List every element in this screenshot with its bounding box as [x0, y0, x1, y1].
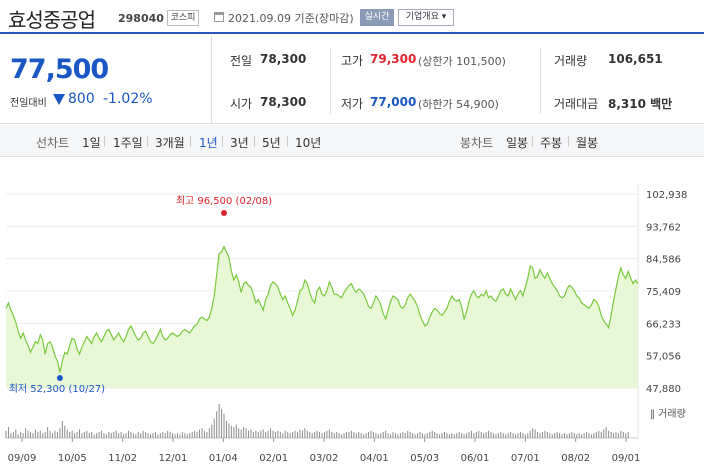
- candle-daily[interactable]: 일봉: [506, 136, 529, 150]
- x-tick-label: 10/05: [58, 453, 87, 464]
- divider: [222, 136, 223, 147]
- period-10y[interactable]: 10년: [295, 136, 322, 150]
- period-3m[interactable]: 3개월: [155, 136, 185, 150]
- low-value: 77,000: [370, 95, 417, 109]
- volume-label: 거래량: [554, 54, 588, 68]
- divider: [532, 136, 533, 147]
- x-tick-label: 01/04: [209, 453, 238, 464]
- divider: [104, 136, 105, 147]
- period-1w[interactable]: 1주일: [113, 136, 143, 150]
- x-tick-label: 09/01: [612, 453, 641, 464]
- current-price-box: 77,500 전일대비 800 -1.02%: [0, 36, 212, 124]
- y-tick-label: 93,762: [646, 222, 681, 233]
- x-tick-label: 11/02: [108, 453, 137, 464]
- trade-amount-value: 8,310 백만: [608, 97, 673, 111]
- y-tick-label: 75,409: [646, 287, 681, 298]
- x-tick-label: 04/01: [360, 453, 389, 464]
- x-tick-label: 07/01: [511, 453, 540, 464]
- period-5y[interactable]: 5년: [262, 136, 281, 150]
- divider: [540, 48, 541, 114]
- upper-limit: (상한가 101,500): [418, 55, 506, 68]
- y-tick-label: 66,233: [646, 319, 681, 330]
- low-annotation: 최저 52,300 (10/27): [9, 383, 105, 395]
- realtime-button[interactable]: 실시간: [360, 9, 394, 26]
- chart-annotations: 최고 96,500 (02/08) 최저 52,300 (10/27): [9, 195, 273, 395]
- trade-amount-label: 거래대금: [554, 97, 599, 111]
- price-line: [5, 245, 639, 373]
- high-annotation: 최고 96,500 (02/08): [176, 195, 272, 207]
- x-tick-label: 05/03: [410, 453, 439, 464]
- divider: [568, 136, 569, 147]
- change-label: 전일대비: [10, 98, 47, 109]
- prev-close-label: 전일: [230, 54, 253, 68]
- stock-code: 298040: [118, 12, 164, 25]
- calendar-icon: [214, 12, 224, 22]
- candle-weekly[interactable]: 주봉: [540, 136, 563, 150]
- divider: [254, 136, 255, 147]
- candle-monthly[interactable]: 월봉: [576, 136, 599, 150]
- low-label: 저가: [341, 97, 364, 111]
- x-axis-labels: 09/09 10/05 11/02 12/01 01/04 02/01 03/02 04/01…: [8, 438, 641, 464]
- divider: [287, 136, 288, 147]
- low-marker: [56, 375, 63, 381]
- high-value: 79,300: [370, 52, 417, 66]
- volume-value: 106,651: [608, 52, 663, 66]
- x-tick-label: 03/02: [310, 453, 339, 464]
- high-label: 고가: [341, 54, 364, 68]
- period-bar: 선차트 1일 1주일 3개월 1년 3년 5년 10년 봉차트 일봉 주봉 월봉: [0, 125, 704, 157]
- y-tick-label: 47,880: [646, 384, 681, 395]
- line-chart-label: 선차트: [36, 136, 70, 150]
- change-value: 800: [68, 91, 95, 107]
- open-value: 78,300: [260, 95, 307, 109]
- y-tick-label: 84,586: [646, 255, 681, 266]
- prev-close-value: 78,300: [260, 52, 307, 66]
- lower-limit: (하한가 54,900): [418, 98, 499, 111]
- candle-chart-label: 봉차트: [460, 136, 494, 150]
- market-badge: 코스피: [167, 10, 199, 26]
- y-axis-labels: 102,938 93,762 84,586 75,409 66,233 57,056 47,…: [646, 190, 687, 395]
- down-arrow-icon: [53, 94, 65, 105]
- divider: [190, 136, 191, 147]
- price-panel: 77,500 전일대비 800 -1.02% 전일 78,300 시가 78,3…: [0, 36, 704, 124]
- x-tick-label: 12/01: [159, 453, 188, 464]
- high-marker: [221, 210, 228, 216]
- current-price: 77,500: [10, 54, 109, 85]
- period-3y[interactable]: 3년: [230, 136, 249, 150]
- divider: [147, 136, 148, 147]
- base-date: 2021.09.09 기준(장마감): [228, 12, 354, 25]
- open-label: 시가: [230, 97, 253, 111]
- company-name: 효성중공업: [8, 8, 96, 32]
- divider: [330, 48, 331, 114]
- price-chart: 102,938 93,762 84,586 75,409 66,233 57,056 47,…: [5, 184, 687, 464]
- change-percent: -1.02%: [103, 91, 153, 107]
- x-tick-label: 08/02: [561, 453, 590, 464]
- x-tick-label: 06/01: [461, 453, 490, 464]
- stock-header: 효성중공업 298040 코스피 2021.09.09 기준(장마감) 실시간 …: [0, 0, 704, 34]
- y-tick-label: 57,056: [646, 352, 681, 363]
- period-1y[interactable]: 1년: [199, 136, 218, 150]
- price-area-fill: [6, 246, 638, 388]
- x-tick-label: 02/01: [259, 453, 288, 464]
- period-1d[interactable]: 1일: [82, 136, 101, 150]
- company-overview-button[interactable]: 기업개요 ▾: [398, 9, 454, 26]
- volume-bars: ‖ 거래량: [5, 404, 686, 438]
- volume-label: ‖ 거래량: [650, 408, 686, 420]
- x-tick-label: 09/09: [8, 453, 37, 464]
- y-tick-label: 102,938: [646, 190, 687, 201]
